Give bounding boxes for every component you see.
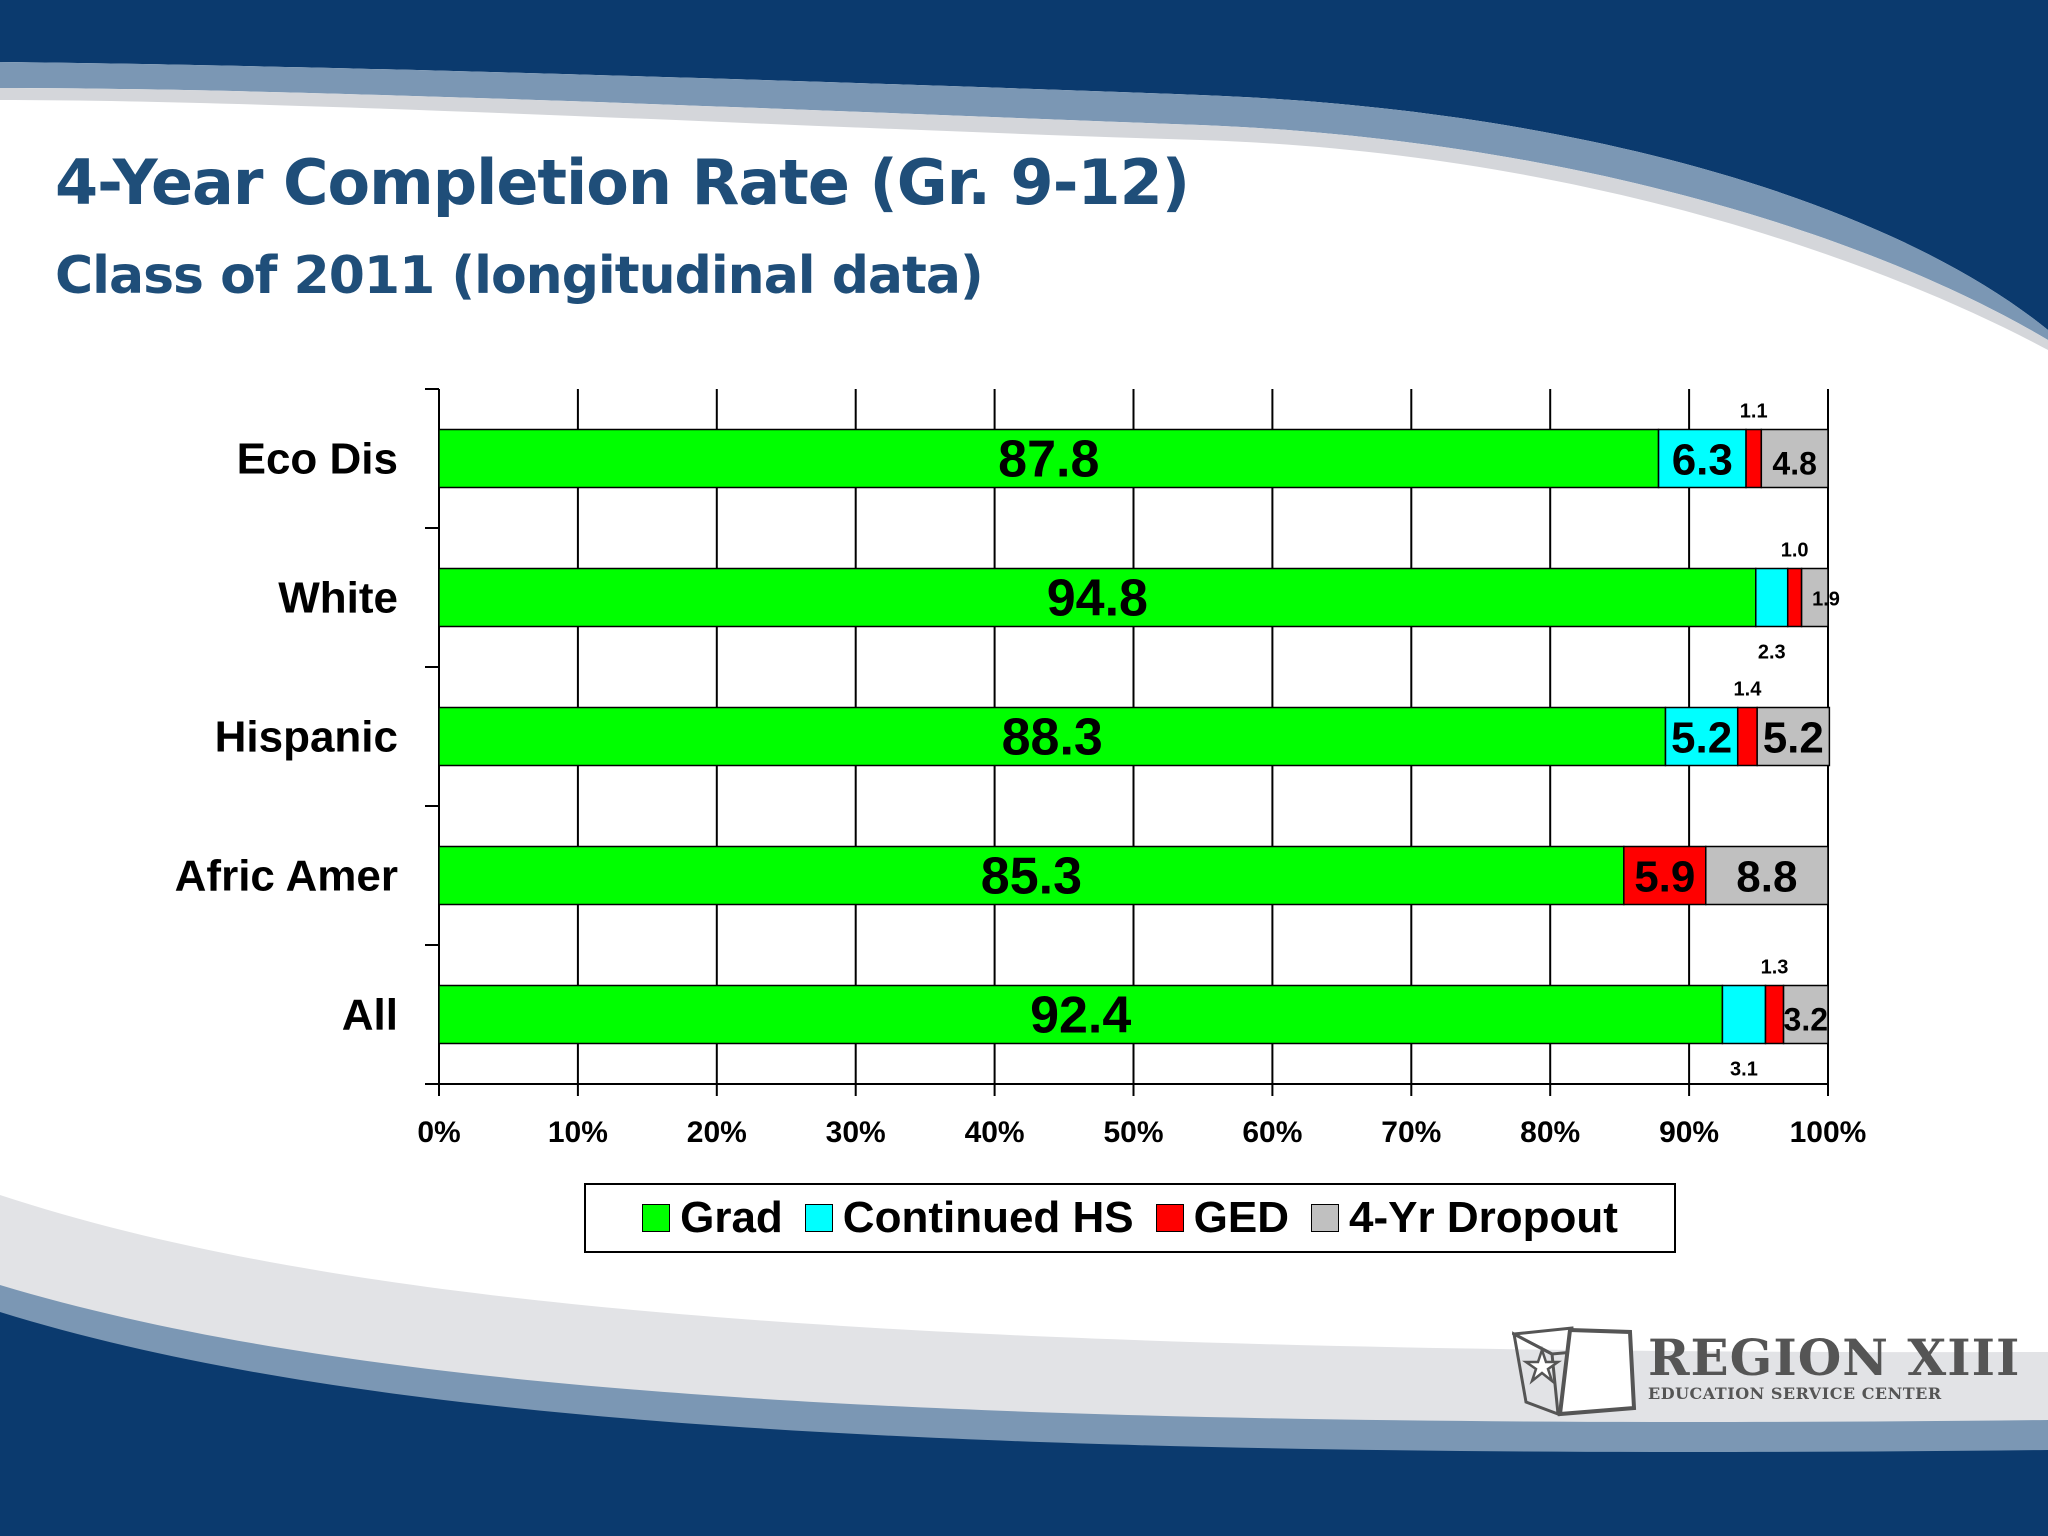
x-tick-label: 80% bbox=[1520, 1116, 1580, 1149]
category-label: Afric Amer bbox=[175, 852, 398, 901]
legend-item-dropout: 4-Yr Dropout bbox=[1311, 1193, 1618, 1243]
data-label: 4.8 bbox=[1772, 446, 1816, 482]
bar-segment bbox=[1800, 567, 1829, 628]
footer-band-navy bbox=[0, 1312, 2048, 1536]
x-tick-label: 40% bbox=[965, 1116, 1025, 1149]
data-label: 8.8 bbox=[1736, 853, 1797, 902]
logo-name: REGION XIII bbox=[1648, 1328, 2021, 1387]
bar-segment bbox=[438, 567, 1757, 628]
slide-title: 4-Year Completion Rate (Gr. 9-12) bbox=[55, 146, 1190, 219]
data-label: 3.1 bbox=[1730, 1059, 1758, 1081]
data-label: 1.0 bbox=[1781, 540, 1809, 562]
bar-segment bbox=[1657, 428, 1747, 489]
legend-item-continued-hs: Continued HS bbox=[804, 1193, 1134, 1243]
legend-item-grad: Grad bbox=[642, 1193, 783, 1243]
bar-segment bbox=[438, 984, 1724, 1045]
region-xiii-logo: REGION XIII EDUCATION SERVICE CENTER bbox=[1508, 1322, 2019, 1422]
data-label: 1.4 bbox=[1734, 679, 1763, 701]
slide-subtitle: Class of 2011 (longitudinal data) bbox=[55, 246, 984, 306]
data-label: 2.3 bbox=[1758, 642, 1786, 664]
bar-segment bbox=[1786, 567, 1803, 628]
category-label: Hispanic bbox=[215, 713, 398, 762]
legend-swatch-ged bbox=[1155, 1204, 1184, 1232]
bar-segment bbox=[1760, 428, 1829, 489]
legend-swatch-continued-hs bbox=[804, 1204, 833, 1232]
data-label: 92.4 bbox=[1030, 987, 1131, 1045]
legend-label-grad: Grad bbox=[680, 1193, 783, 1242]
x-tick-label: 50% bbox=[1103, 1116, 1163, 1149]
bar-segment bbox=[438, 428, 1660, 489]
legend-item-ged: GED bbox=[1155, 1193, 1290, 1243]
logo-subtitle: EDUCATION SERVICE CENTER bbox=[1648, 1384, 1942, 1403]
category-label: White bbox=[278, 574, 398, 623]
data-label: 5.2 bbox=[1671, 714, 1732, 763]
data-label: 3.2 bbox=[1784, 1002, 1828, 1038]
data-label: 5.9 bbox=[1634, 853, 1695, 902]
legend-label-continued-hs: Continued HS bbox=[842, 1193, 1134, 1242]
bar-segment bbox=[1764, 984, 1785, 1045]
bar-segment bbox=[1756, 706, 1831, 767]
data-label: 87.8 bbox=[998, 431, 1099, 489]
chart-legend: Grad Continued HS GED 4-Yr Dropout bbox=[584, 1183, 1676, 1253]
x-tick-label: 90% bbox=[1659, 1116, 1719, 1149]
legend-label-dropout: 4-Yr Dropout bbox=[1349, 1193, 1618, 1242]
x-tick-label: 100% bbox=[1790, 1116, 1867, 1149]
data-label: 94.8 bbox=[1047, 570, 1148, 628]
x-tick-label: 60% bbox=[1242, 1116, 1302, 1149]
header-band-navy bbox=[0, 0, 2048, 330]
x-tick-label: 20% bbox=[687, 1116, 747, 1149]
data-label: 6.3 bbox=[1672, 436, 1733, 485]
data-label: 88.3 bbox=[1002, 709, 1103, 767]
data-label: 1.9 bbox=[1812, 589, 1840, 611]
x-tick-label: 70% bbox=[1381, 1116, 1441, 1149]
x-tick-label: 30% bbox=[826, 1116, 886, 1149]
data-label: 1.1 bbox=[1740, 401, 1768, 423]
bar-segment bbox=[1705, 845, 1829, 906]
x-tick-label: 0% bbox=[417, 1116, 460, 1149]
bar-segment bbox=[438, 845, 1625, 906]
data-label: 85.3 bbox=[981, 848, 1082, 906]
data-label: 5.2 bbox=[1763, 714, 1824, 763]
data-label: 1.3 bbox=[1761, 957, 1789, 979]
x-tick-label: 10% bbox=[548, 1116, 608, 1149]
legend-swatch-grad bbox=[642, 1204, 671, 1232]
header-band-steel bbox=[0, 62, 2048, 340]
legend-label-ged: GED bbox=[1193, 1193, 1290, 1242]
bar-segment bbox=[1782, 984, 1829, 1045]
texas-star-icon bbox=[1508, 1326, 1637, 1417]
bar-segment bbox=[1736, 706, 1758, 767]
bar-segment bbox=[1721, 984, 1767, 1045]
legend-swatch-dropout bbox=[1311, 1204, 1340, 1232]
bar-segment bbox=[1755, 567, 1789, 628]
category-label: Eco Dis bbox=[237, 435, 398, 484]
category-label: All bbox=[342, 991, 398, 1040]
bar-segment bbox=[1745, 428, 1763, 489]
